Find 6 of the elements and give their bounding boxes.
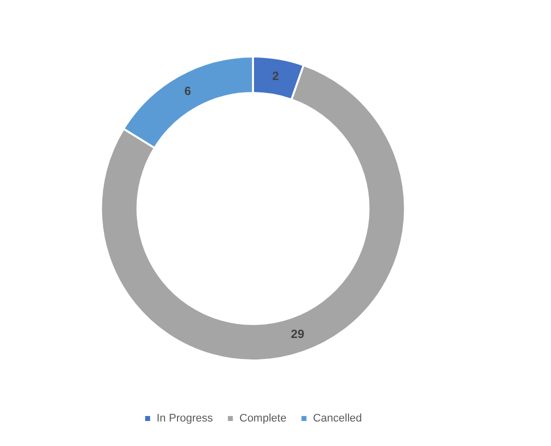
legend-label: In Progress xyxy=(156,412,214,425)
legend-label: Complete xyxy=(239,412,286,425)
data-label: 6 xyxy=(184,84,192,98)
data-label: 2 xyxy=(272,68,280,83)
data-label: 29 xyxy=(290,326,305,341)
legend-label: Cancelled xyxy=(312,412,362,425)
